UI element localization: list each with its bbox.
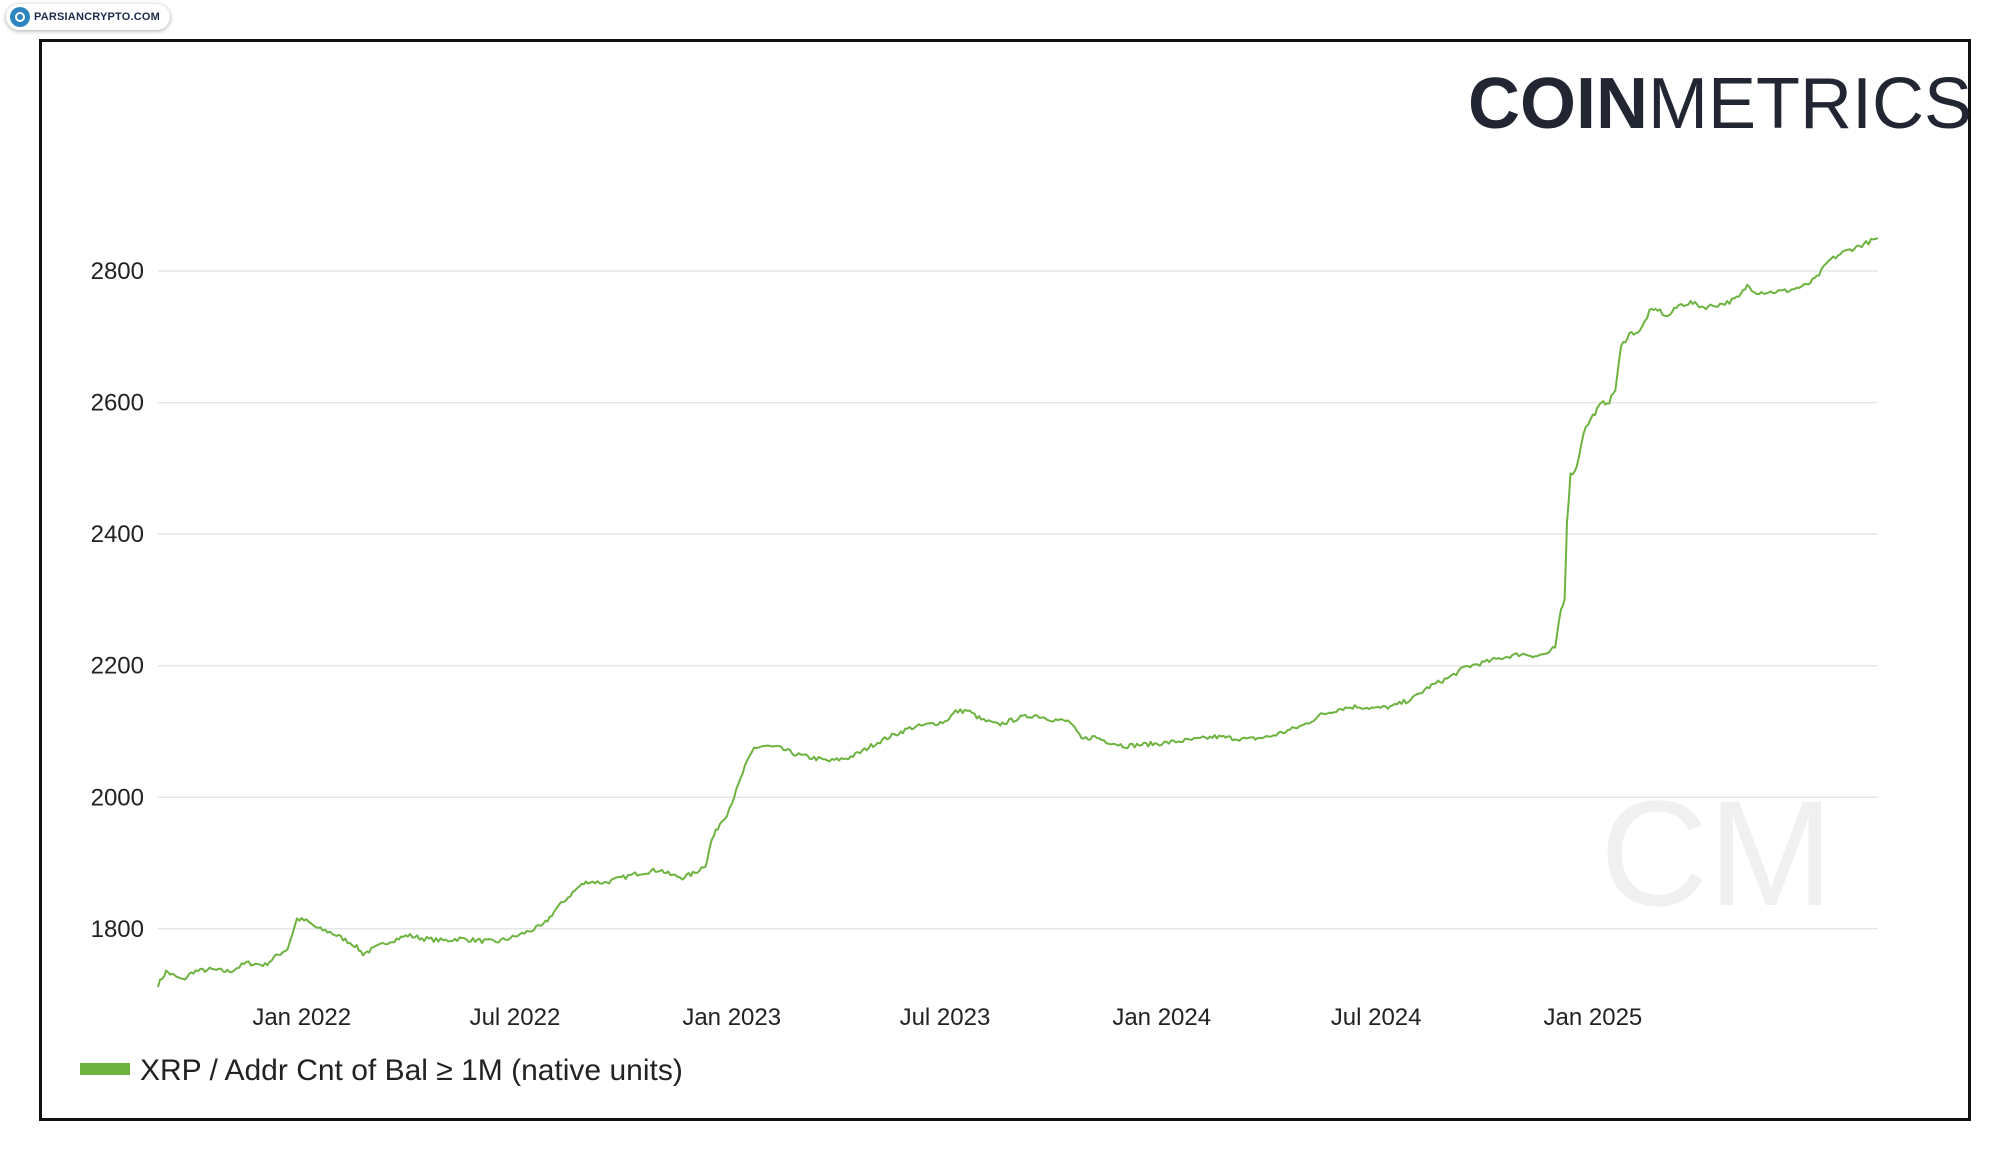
x-tick-label: Jan 2023 [682, 1004, 781, 1031]
y-tick-label: 2400 [91, 521, 144, 548]
y-tick-label: 1800 [91, 916, 144, 943]
legend-swatch [80, 1063, 130, 1075]
y-tick-label: 2600 [91, 390, 144, 417]
x-tick-label: Jul 2023 [900, 1004, 991, 1031]
globe-icon [10, 7, 30, 27]
y-tick-label: 2800 [91, 258, 144, 285]
y-tick-label: 2000 [91, 784, 144, 811]
series-line [157, 237, 1879, 988]
logo-light-text: METRICS [1648, 64, 1972, 144]
x-tick-label: Jul 2024 [1331, 1004, 1422, 1031]
legend: XRP / Addr Cnt of Bal ≥ 1M (native units… [80, 1054, 683, 1087]
x-tick-label: Jan 2022 [252, 1004, 351, 1031]
x-axis-ticks: Jan 2022 Jul 2022 Jan 2023 Jul 2023 Jan 2024… [252, 1004, 1642, 1031]
cm-watermark-text: CM [1600, 769, 1833, 937]
coinmetrics-logo: COINMETRICS [1468, 64, 1972, 144]
x-tick-label: Jul 2022 [470, 1004, 561, 1031]
series-lines [157, 237, 1879, 988]
watermark-text: PARSIANCRYPTO.COM [34, 11, 161, 23]
x-tick-label: Jan 2024 [1112, 1004, 1211, 1031]
y-tick-label: 2200 [91, 653, 144, 680]
x-tick-label: Jan 2025 [1544, 1004, 1643, 1031]
chart-frame [39, 39, 1971, 1121]
watermark-badge: PARSIANCRYPTO.COM [6, 4, 171, 30]
y-axis-ticks: 1800 2000 2200 2400 2600 2800 [91, 258, 144, 943]
logo-bold-text: COIN [1468, 64, 1648, 144]
grid-lines [158, 270, 1878, 930]
legend-label: XRP / Addr Cnt of Bal ≥ 1M (native units… [140, 1054, 683, 1087]
